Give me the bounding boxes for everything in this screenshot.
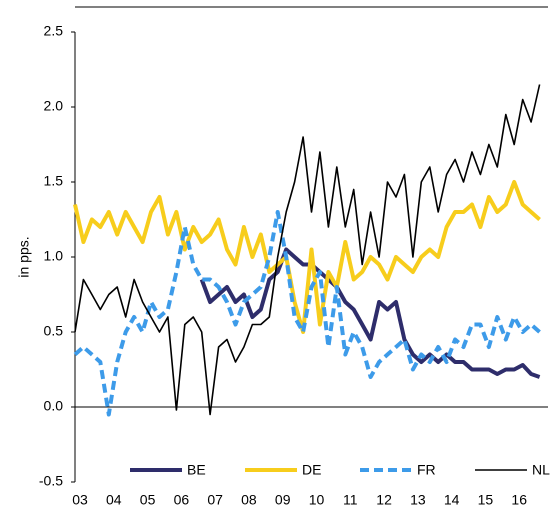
x-tick-label: 05 (140, 492, 156, 508)
x-tick-label: 13 (410, 492, 426, 508)
legend-label: NL (532, 462, 550, 478)
x-tick-label: 12 (376, 492, 392, 508)
y-tick-label: 0.0 (44, 398, 64, 414)
series-line (73, 210, 541, 417)
x-tick-label: 07 (207, 492, 223, 508)
x-tick-label: 11 (343, 492, 358, 508)
x-tick-label: 04 (106, 492, 122, 508)
series-line (74, 84, 541, 416)
x-tick-label: 15 (478, 492, 494, 508)
x-tick-label: 16 (511, 492, 527, 508)
y-tick-label: 1.5 (44, 173, 64, 189)
y-tick-label: 2.5 (44, 23, 64, 39)
legend-label: DE (302, 462, 321, 478)
y-tick-label: 2.0 (44, 98, 64, 114)
x-tick-label: 08 (241, 492, 257, 508)
x-tick-label: 03 (72, 492, 88, 508)
legend-label: BE (187, 462, 206, 478)
series-line (73, 180, 541, 334)
y-tick-label: -0.5 (39, 473, 63, 489)
x-tick-label: 09 (275, 492, 291, 508)
y-tick-label: 1.0 (44, 248, 64, 264)
x-tick-label: 14 (444, 492, 460, 508)
x-tick-label: 10 (309, 492, 325, 508)
x-tick-label: 06 (174, 492, 190, 508)
legend-label: FR (417, 462, 436, 478)
y-tick-label: 0.5 (44, 323, 64, 339)
y-axis-label: in pps. (16, 236, 32, 277)
series-line (199, 247, 541, 379)
